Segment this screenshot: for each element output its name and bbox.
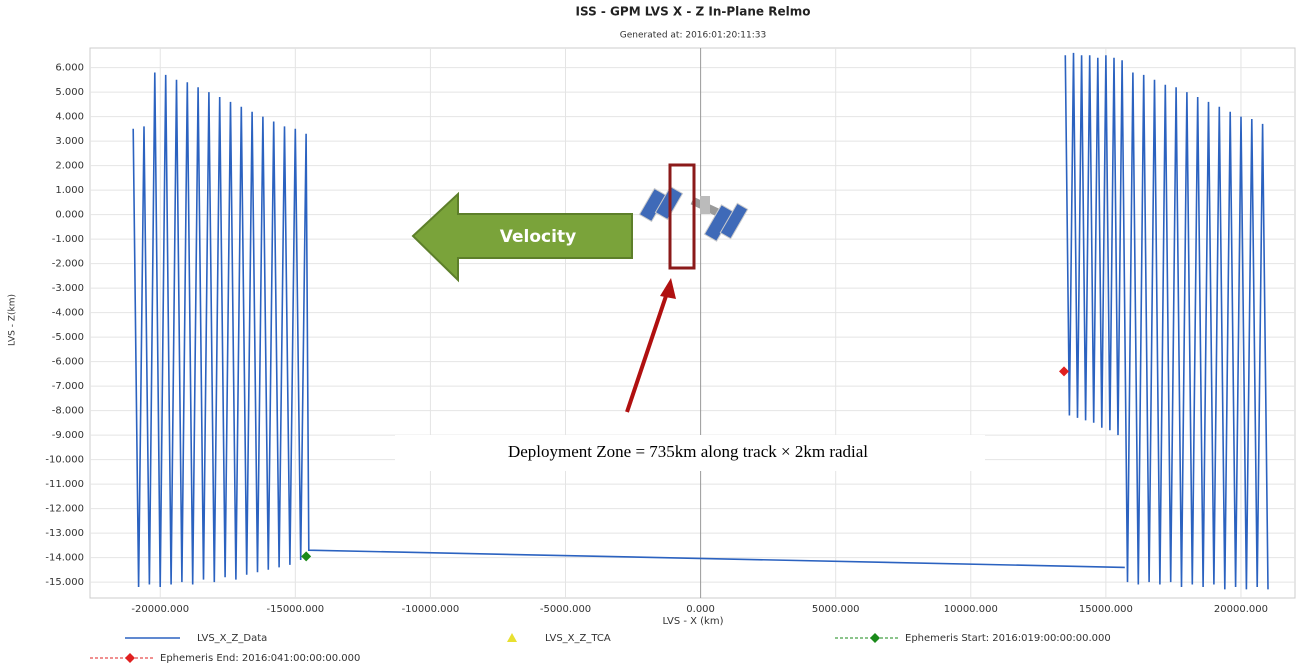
y-tick-label: 3.000 [55, 136, 84, 147]
point [1058, 366, 1069, 377]
y-tick-label: -6.000 [52, 357, 84, 368]
y-tick-label: -12.000 [45, 504, 84, 515]
y-tick-label: -5.000 [52, 332, 84, 343]
legend-item: LVS_X_Z_TCA [507, 633, 611, 644]
data-line [132, 52, 1269, 590]
legend: LVS_X_Z_Data LVS_X_Z_TCA Ephemeris Start: … [90, 633, 1111, 664]
x-tick-label: 5000.000 [812, 604, 860, 615]
y-tick-label: -11.000 [45, 479, 84, 490]
y-tick-label: -9.000 [52, 430, 84, 441]
y-tick-label: -3.000 [52, 283, 84, 294]
x-tick-label: -20000.000 [131, 604, 189, 615]
point [301, 551, 312, 562]
y-tick-label: -15.000 [45, 577, 84, 588]
legend-item: Ephemeris End: 2016:041:00:00:00.000 [90, 653, 360, 664]
x-tick-label: -15000.000 [266, 604, 324, 615]
y-tick-label: 1.000 [55, 185, 84, 196]
deployment-label: Deployment Zone = 735km along track × 2k… [508, 442, 868, 461]
velocity-label: Velocity [500, 227, 576, 247]
chart-subtitle: Generated at: 2016:01:20:11:33 [620, 31, 766, 41]
y-tick-label: -2.000 [52, 259, 84, 270]
x-axis-label: LVS - X (km) [663, 616, 724, 627]
y-tick-label: -13.000 [45, 528, 84, 539]
legend-label: LVS_X_Z_TCA [545, 633, 611, 644]
deployment-box [668, 163, 696, 270]
pointer-arrow [625, 289, 670, 413]
velocity-arrow [411, 191, 633, 283]
x-tick-label: 15000.000 [1079, 604, 1133, 615]
legend-swatch [507, 633, 517, 642]
y-tick-label: 4.000 [55, 112, 84, 123]
y-tick-label: -8.000 [52, 406, 84, 417]
x-tick-label: 0.000 [686, 604, 715, 615]
legend-label: Ephemeris End: 2016:041:00:00:00.000 [160, 653, 360, 664]
legend-label: LVS_X_Z_Data [197, 633, 267, 644]
annotation-box [395, 435, 985, 471]
annotations: Velocity Deployment Zone = 735km along t… [395, 163, 985, 471]
y-tick-label: 6.000 [55, 63, 84, 74]
y-tick-label: 0.000 [55, 210, 84, 221]
y-tick-label: 2.000 [55, 161, 84, 172]
x-tick-label: 10000.000 [944, 604, 998, 615]
legend-item: Ephemeris Start: 2016:019:00:00:00.000 [835, 633, 1111, 644]
y-tick-label: -1.000 [52, 234, 84, 245]
y-tick-label: -4.000 [52, 308, 84, 319]
plot-area: 6.000 5.000 4.000 3.000 2.000 1.000 0.000 -1.00… [45, 47, 1296, 615]
y-tick-label: 5.000 [55, 87, 84, 98]
y-tick-label: -10.000 [45, 455, 84, 466]
x-tick-label: -5000.000 [540, 604, 591, 615]
legend-swatch [870, 633, 880, 643]
legend-swatch [125, 653, 135, 663]
x-tick-label: 20000.000 [1214, 604, 1268, 615]
y-tick-label: -7.000 [52, 381, 84, 392]
pointer-arrow-head [660, 278, 676, 299]
y-tick-label: -14.000 [45, 553, 84, 564]
chart-title: ISS - GPM LVS X - Z In-Plane Relmo [576, 5, 811, 19]
legend-item: LVS_X_Z_Data [125, 633, 267, 644]
legend-label: Ephemeris Start: 2016:019:00:00:00.000 [905, 633, 1111, 644]
x-tick-label: -10000.000 [402, 604, 460, 615]
y-axis-label: LVS - Z(km) [8, 294, 18, 346]
